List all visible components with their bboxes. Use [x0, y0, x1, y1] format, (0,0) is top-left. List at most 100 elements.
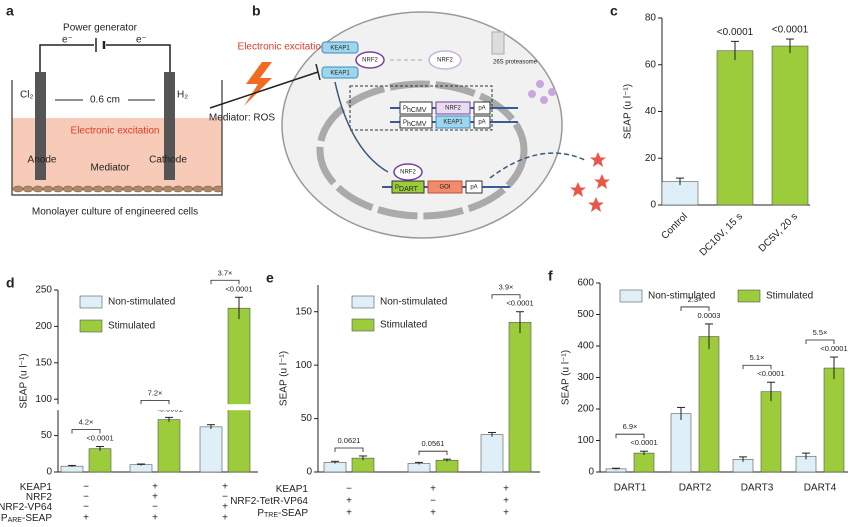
label-part: NRF2-TetR-VP64 — [230, 496, 308, 507]
lightning — [244, 62, 272, 106]
bar — [508, 322, 532, 473]
bracket — [680, 306, 710, 311]
legend-swatch — [619, 289, 643, 303]
p-value: <0.0001 — [506, 299, 533, 308]
y-tick-label: 200 — [35, 321, 52, 332]
label: pA — [478, 120, 485, 126]
sign: − — [346, 484, 352, 495]
label-part: hCMV — [407, 121, 427, 128]
bar — [129, 464, 153, 473]
label-part: P — [257, 508, 264, 519]
cell — [112, 185, 124, 193]
bracket — [742, 364, 772, 370]
dish — [11, 80, 223, 196]
peptide — [536, 80, 544, 88]
star — [594, 174, 610, 189]
cell — [32, 185, 44, 193]
constructs — [382, 101, 518, 194]
pa — [473, 101, 491, 115]
gene — [435, 115, 471, 129]
label: PhCMV — [403, 106, 427, 114]
label-part: TRE — [264, 512, 278, 519]
protein — [428, 50, 462, 70]
panel-letter: d — [6, 275, 15, 291]
wire — [39, 44, 171, 72]
protein — [321, 41, 359, 54]
y-tick-label: 100 — [35, 394, 52, 405]
protein — [393, 163, 423, 181]
y-tick-label: 50 — [41, 430, 53, 441]
bar — [698, 336, 720, 473]
cell — [152, 185, 164, 193]
p-value: <0.0001 — [86, 434, 113, 443]
cell — [12, 185, 24, 193]
medium — [12, 118, 222, 190]
label: NRF2 — [362, 58, 378, 64]
panel-letter: b — [252, 3, 261, 19]
star — [590, 152, 606, 167]
cell — [52, 185, 64, 193]
cell — [202, 185, 214, 193]
sign: + — [503, 496, 509, 507]
panel-a: a Power generator e⁻ e⁻ Cl₂ H₂ 0.6 cm El… — [6, 3, 224, 218]
protein — [321, 66, 359, 79]
label: PTRE-SEAP — [257, 508, 308, 519]
sign: + — [83, 513, 89, 524]
cell — [162, 185, 174, 193]
promoter — [391, 180, 425, 194]
protein — [355, 51, 385, 69]
sign: + — [503, 508, 509, 519]
sign: + — [430, 508, 436, 519]
cell — [142, 185, 154, 193]
panel-letter: c — [610, 3, 618, 19]
y-tick-label: 0 — [588, 467, 594, 478]
y-tick-label: 20 — [645, 153, 657, 164]
bar — [716, 50, 754, 206]
arrow — [334, 81, 389, 173]
promoter — [399, 115, 433, 129]
label: 26S proteasome — [493, 60, 538, 66]
y-tick-label: 300 — [577, 372, 594, 383]
legend-label: Stimulated — [380, 320, 427, 331]
cell — [182, 185, 194, 193]
p-value: 0.0561 — [422, 439, 445, 448]
bracket — [491, 294, 521, 299]
sign: + — [152, 492, 158, 503]
bar — [157, 419, 181, 473]
sign: − — [430, 496, 436, 507]
cell — [132, 185, 144, 193]
arrow — [489, 152, 586, 179]
label: Cl₂ — [20, 90, 33, 101]
y-tick-label: 60 — [645, 59, 657, 70]
label: e⁻ — [62, 35, 73, 46]
p-value: <0.0001 — [757, 369, 784, 378]
label: Electronic excitation — [238, 42, 327, 53]
sign: + — [222, 513, 228, 524]
p-value: <0.0001 — [630, 438, 657, 447]
fold-change: 4.2× — [79, 418, 94, 427]
cell — [102, 185, 114, 193]
bracket — [418, 450, 448, 456]
label: Monolayer culture of engineered cells — [32, 207, 198, 218]
x-tick-label: DART4 — [804, 483, 837, 494]
bar — [199, 426, 223, 473]
x-tick-label: Control — [659, 211, 690, 242]
y-axis-label: SEAP (u l⁻¹) — [279, 351, 290, 406]
fold-change: 7.2× — [148, 388, 163, 397]
peptide — [548, 88, 556, 96]
cell — [192, 185, 204, 193]
y-tick-label: 400 — [577, 341, 594, 352]
anode — [35, 72, 46, 180]
p-value: <0.0001 — [225, 284, 252, 293]
label: NRF2 — [26, 492, 53, 503]
y-tick-label: 600 — [577, 278, 594, 289]
label-part: P — [395, 185, 399, 191]
cell — [82, 185, 94, 193]
sign: − — [83, 502, 89, 513]
bar — [60, 465, 84, 473]
panel-letter: f — [548, 268, 553, 284]
cell — [62, 185, 74, 193]
label: NRF2 — [400, 170, 416, 176]
star — [588, 197, 604, 212]
sign: + — [152, 482, 158, 493]
